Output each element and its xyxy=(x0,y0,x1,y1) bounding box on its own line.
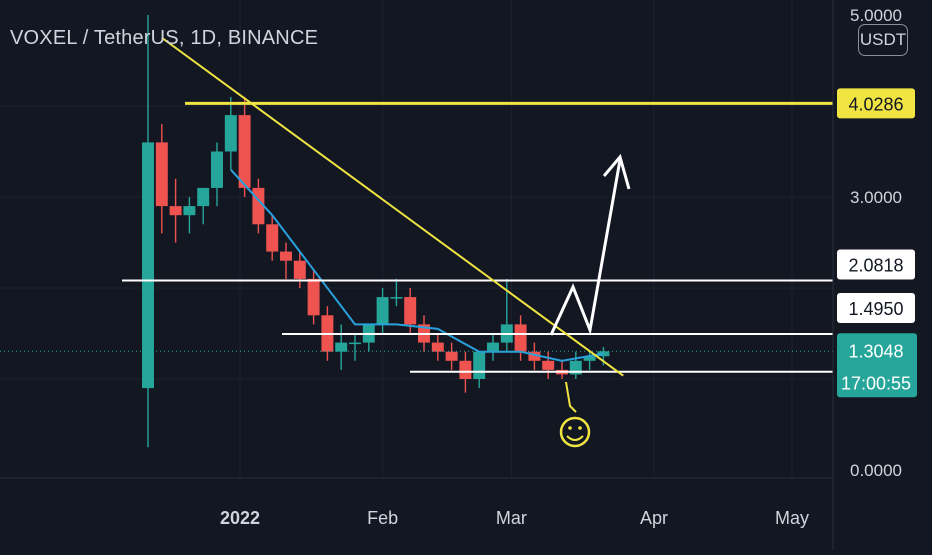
projection-arrow-line xyxy=(549,159,622,336)
candle-body xyxy=(293,260,306,279)
candle-body xyxy=(514,324,527,352)
candle-body xyxy=(280,251,292,261)
current-price-bg xyxy=(837,333,917,398)
candle-body xyxy=(197,187,210,207)
level-label: 4.0286 xyxy=(848,94,903,114)
level-label-bg xyxy=(837,249,915,280)
candle-body xyxy=(542,360,555,370)
candle-body xyxy=(404,297,417,325)
countdown-label: 17:00:55 xyxy=(841,373,911,393)
candle-body xyxy=(211,151,223,188)
time-tick-label: Feb xyxy=(367,508,398,528)
candle-body xyxy=(473,351,486,379)
moving-average-series xyxy=(230,169,604,362)
time-axis: 2022 Feb Mar Apr May xyxy=(220,508,809,528)
candle-body xyxy=(224,115,237,152)
smiley-icon xyxy=(559,416,591,448)
candle-body xyxy=(487,342,499,352)
candle-body xyxy=(155,142,168,207)
symbol-title: VOXEL / TetherUS, 1D, BINANCE xyxy=(10,27,319,49)
smiley-pointer xyxy=(565,381,577,413)
price-tick-label: 5.0000 xyxy=(850,6,902,25)
candle-body xyxy=(142,142,154,389)
candle-body xyxy=(349,342,361,345)
candle-body xyxy=(307,278,320,316)
candle-body xyxy=(266,224,279,252)
current-price-label: 1.3048 xyxy=(848,341,903,361)
candle-body xyxy=(445,351,458,361)
level-label-bg xyxy=(837,292,915,323)
time-tick-label: May xyxy=(775,508,809,528)
price-axis: 5.0000 3.0000 0.0000 xyxy=(850,6,902,480)
smiley-eye xyxy=(568,426,572,430)
price-tick-label: 3.0000 xyxy=(850,188,902,207)
horizontal-levels xyxy=(0,101,833,373)
moving-average-line xyxy=(230,169,604,362)
candle-body xyxy=(431,342,444,352)
smiley-eye xyxy=(578,426,582,430)
smiley-mouth xyxy=(566,435,584,441)
time-tick-label: Mar xyxy=(496,508,527,528)
trendline xyxy=(161,36,624,377)
projection-arrow-head xyxy=(602,153,631,190)
time-tick-label: Apr xyxy=(640,508,668,528)
candle-body xyxy=(459,360,472,379)
candle-body xyxy=(335,342,348,352)
candle-body xyxy=(390,297,403,299)
candle-body xyxy=(238,115,251,188)
price-tick-label: 0.0000 xyxy=(850,461,902,480)
level-label: 1.4950 xyxy=(848,299,903,319)
candle-body xyxy=(569,360,582,375)
chart-grid xyxy=(0,0,833,478)
candle-body xyxy=(169,206,182,216)
currency-button[interactable]: USDT xyxy=(858,24,908,56)
time-tick-label: 2022 xyxy=(220,508,260,528)
candle-body xyxy=(528,351,541,361)
level-label-bg xyxy=(837,88,915,119)
candle-body xyxy=(252,187,265,225)
candle-body xyxy=(376,297,389,325)
price-labels: 4.0286 2.0818 1.4950 1.3048 17:00:55 xyxy=(837,88,917,398)
level-label: 2.0818 xyxy=(848,256,903,276)
drawings xyxy=(161,36,631,448)
candle-body xyxy=(183,206,196,216)
candle-body xyxy=(583,356,596,361)
